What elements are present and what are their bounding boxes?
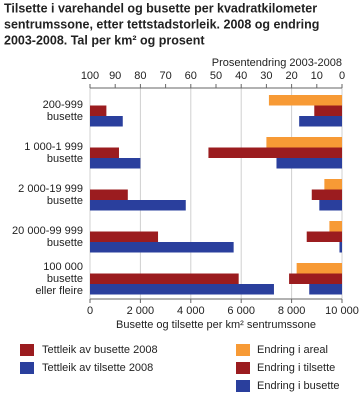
x2-tick-label: 60 [185, 70, 197, 82]
x2-tick-label: 30 [260, 70, 272, 82]
legend-swatch [20, 344, 34, 356]
legend-swatch [236, 362, 250, 374]
x2-tick-label: 10 [311, 70, 323, 82]
change-bar [266, 137, 342, 148]
change-bar [319, 200, 342, 211]
x-tick-label: 6 000 [227, 305, 255, 317]
category-label: 100 000 [43, 261, 83, 273]
change-bar [268, 95, 342, 106]
x2-tick-label: 20 [285, 70, 297, 82]
x2-tick-label: 70 [159, 70, 171, 82]
chart-title: 2003-2008. Tal per km² og prosent [4, 33, 205, 47]
category-label: eller fleire [35, 285, 83, 297]
bar [90, 105, 107, 116]
change-bar [329, 221, 342, 232]
legend-swatch [236, 380, 250, 392]
legend-label: Endring i areal [257, 344, 328, 356]
change-bar [208, 147, 342, 158]
change-bar [306, 231, 342, 242]
bar [90, 231, 159, 242]
change-bar [311, 189, 342, 200]
x2-tick-label: 50 [210, 70, 222, 82]
legend-swatch [20, 362, 34, 374]
change-bar [289, 273, 342, 284]
x2-tick-label: 0 [339, 70, 345, 82]
bar [90, 284, 274, 295]
chart-title: Tilsette i varehandel og busette per kva… [4, 1, 317, 15]
legend-label: Tettleik av busette 2008 [42, 344, 158, 356]
bar [90, 189, 128, 200]
change-bar [339, 242, 342, 253]
legend-label: Endring i busette [257, 380, 340, 392]
legend-label: Tettleik av tilsette 2008 [42, 362, 153, 374]
change-bar [276, 158, 342, 169]
x-tick-label: 4 000 [177, 305, 205, 317]
x2-tick-label: 90 [109, 70, 121, 82]
category-label: 1 000-1 999 [24, 141, 83, 153]
x-tick-label: 0 [87, 305, 93, 317]
category-label: busette [47, 111, 83, 123]
category-label: busette [47, 273, 83, 285]
category-label: busette [47, 237, 83, 249]
x-axis-title: Busette og tilsette per km² sentrumssone [116, 319, 316, 331]
category-label: 2 000-19 999 [18, 183, 83, 195]
category-label: busette [47, 195, 83, 207]
x-tick-label: 10 000 [325, 305, 359, 317]
change-bar [296, 263, 342, 274]
legend-swatch [236, 344, 250, 356]
bar [90, 158, 141, 169]
change-bar [314, 105, 342, 116]
x2-tick-label: 100 [81, 70, 99, 82]
bar [90, 273, 239, 284]
change-bar [324, 179, 342, 190]
category-label: busette [47, 153, 83, 165]
chart-title: sentrumssone, etter tettstadstorleik. 20… [4, 17, 319, 31]
category-label: 20 000-99 999 [12, 225, 83, 237]
x2-axis-title: Prosentendring 2003-2008 [212, 57, 342, 69]
legend-label: Endring i tilsette [257, 362, 335, 374]
x2-tick-label: 40 [235, 70, 247, 82]
bar [90, 200, 186, 211]
x-tick-label: 2 000 [127, 305, 155, 317]
change-bar [309, 284, 342, 295]
x-tick-label: 8 000 [278, 305, 306, 317]
change-bar [299, 116, 342, 127]
category-label: 200-999 [43, 99, 83, 111]
x2-tick-label: 80 [134, 70, 146, 82]
bar [90, 147, 119, 158]
bar [90, 242, 234, 253]
bar [90, 116, 123, 127]
